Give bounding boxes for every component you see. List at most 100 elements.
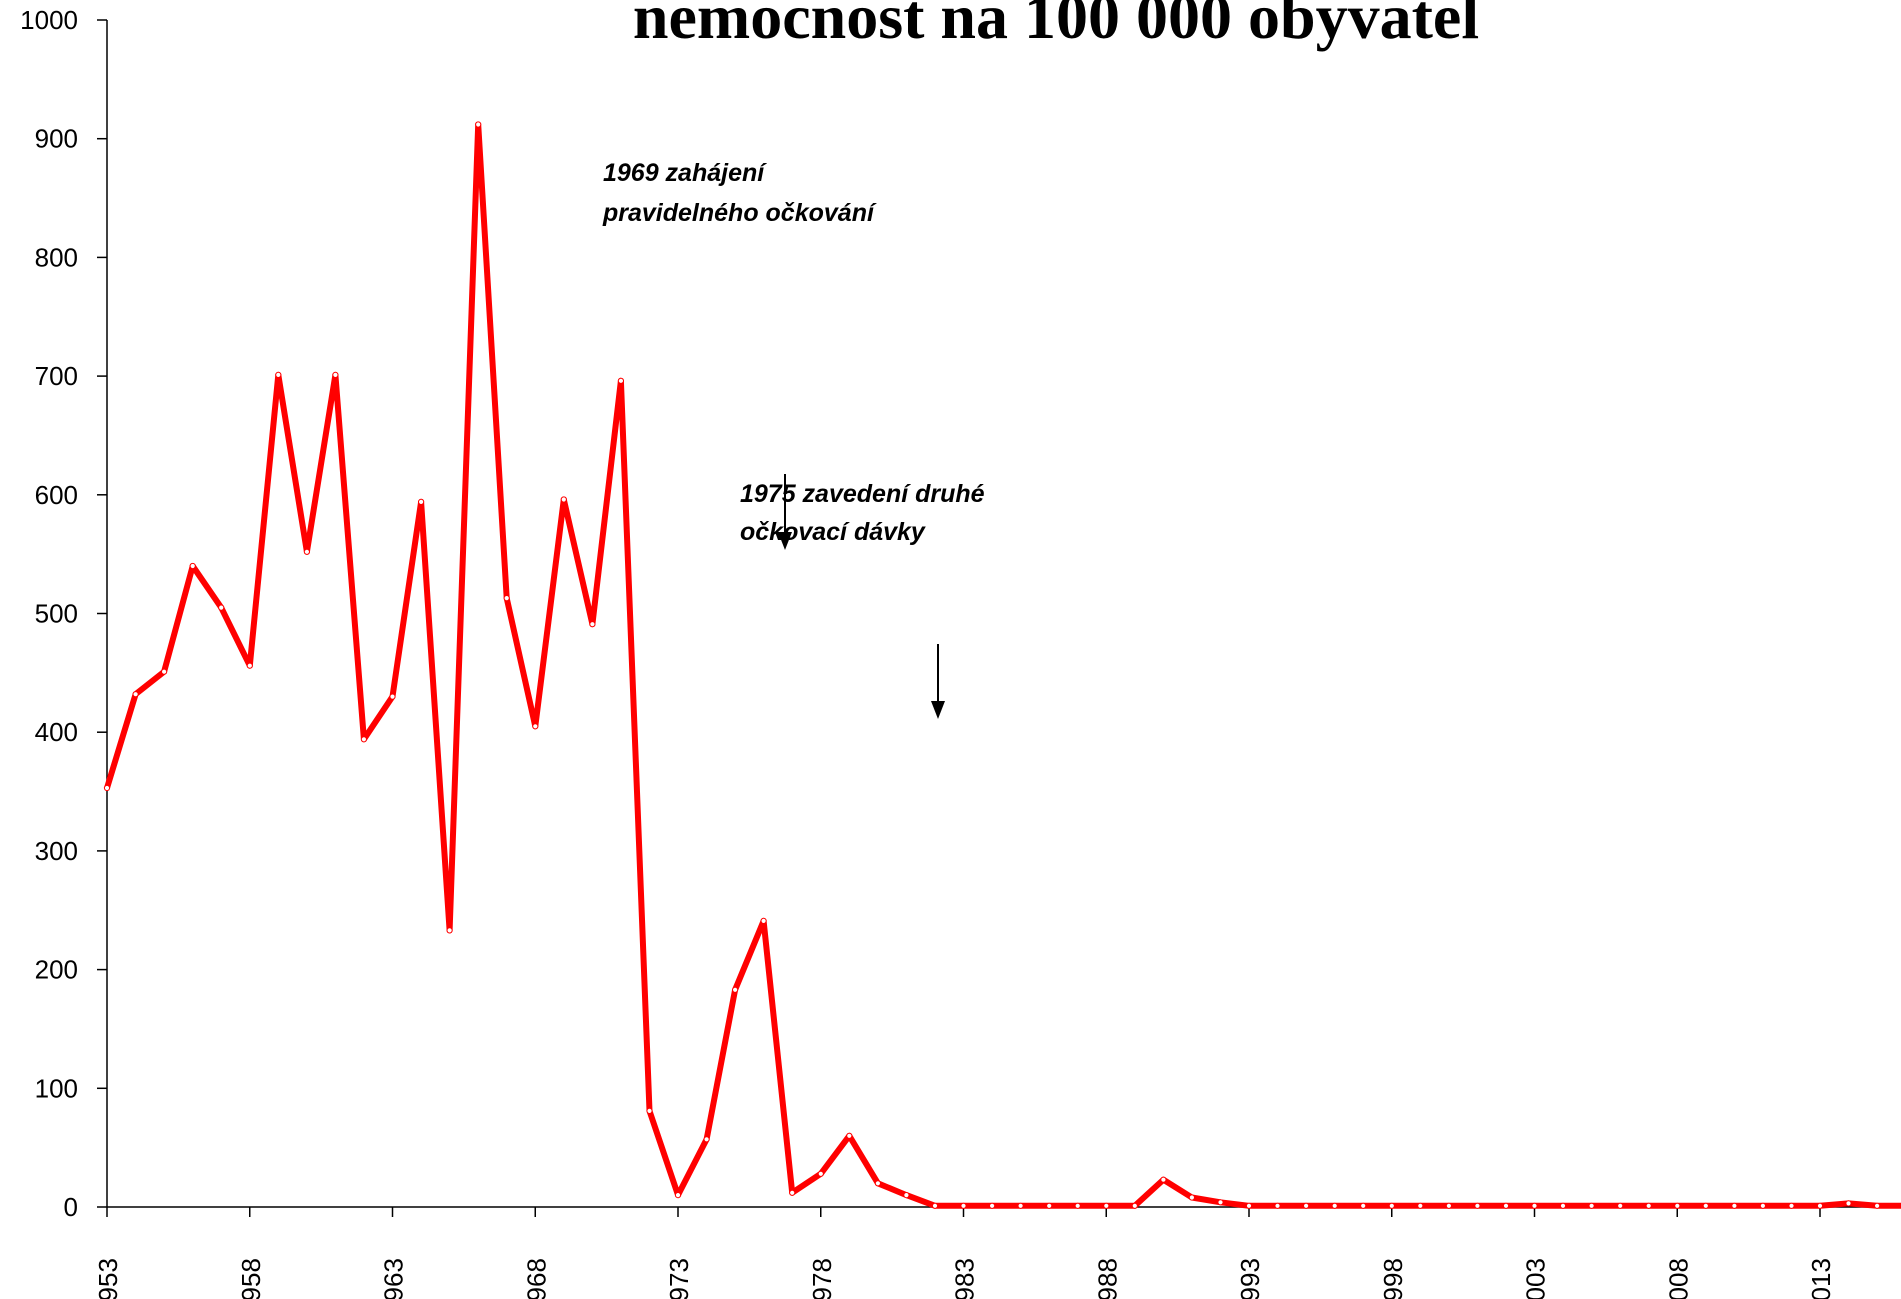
- data-point: [1474, 1202, 1481, 1209]
- data-point: [1531, 1202, 1538, 1209]
- data-point: [1874, 1202, 1881, 1209]
- data-point: [360, 736, 367, 743]
- data-point: [674, 1192, 682, 1199]
- data-point: [1674, 1202, 1681, 1209]
- data-point: [303, 548, 310, 555]
- data-point: [103, 784, 111, 792]
- data-point: [189, 562, 196, 570]
- y-tick-label: 0: [64, 1192, 78, 1222]
- data-point: [1360, 1202, 1367, 1209]
- data-point: [1417, 1202, 1424, 1209]
- data-point: [1816, 1202, 1824, 1209]
- y-tick-label: 500: [35, 599, 78, 629]
- x-tick-label: 1968: [521, 1258, 551, 1299]
- data-point: [1445, 1202, 1453, 1209]
- data-point: [1588, 1202, 1595, 1209]
- data-point: [646, 1107, 653, 1115]
- x-tick-label: 2013: [1806, 1258, 1836, 1299]
- data-point: [418, 498, 425, 505]
- annotation-1975-line2: očkovací dávky: [740, 518, 926, 546]
- arrow-1975: [931, 644, 945, 719]
- y-axis: 0 100 200 300 400 500 600 700 800 900 1000: [20, 5, 108, 1222]
- data-point: [1645, 1202, 1652, 1209]
- annotation-second-dose-1975: 1975 zavedení druhé očkovací dávky: [740, 480, 985, 546]
- y-tick-label: 900: [35, 124, 78, 154]
- x-tick-label: 1978: [807, 1258, 837, 1299]
- data-point: [1131, 1202, 1138, 1209]
- annotation-vaccination-1969: 1969 zahájení pravidelného očkování: [602, 159, 877, 227]
- data-point: [161, 668, 168, 675]
- data-point: [1160, 1176, 1167, 1183]
- data-point: [960, 1202, 967, 1209]
- data-point: [789, 1189, 796, 1196]
- data-point: [1788, 1202, 1795, 1209]
- data-point: [989, 1202, 996, 1209]
- x-tick-label: 2003: [1521, 1258, 1551, 1299]
- data-point: [1331, 1202, 1338, 1209]
- data-point: [1845, 1200, 1852, 1207]
- x-tick-label: 1958: [236, 1258, 266, 1299]
- data-point: [1759, 1202, 1767, 1209]
- data-point: [1559, 1202, 1567, 1209]
- data-point: [1388, 1202, 1395, 1209]
- x-tick-label: 1983: [950, 1258, 980, 1299]
- data-point: [218, 604, 225, 611]
- y-tick-label: 400: [35, 717, 78, 747]
- series-line: [104, 121, 1901, 1209]
- data-point: [1188, 1194, 1196, 1201]
- y-tick-label: 300: [35, 836, 78, 866]
- data-point: [874, 1180, 882, 1187]
- data-point: [1103, 1202, 1110, 1209]
- y-tick-label: 1000: [20, 5, 78, 35]
- y-tick-label: 800: [35, 242, 78, 272]
- data-point: [560, 496, 567, 503]
- data-point: [1046, 1202, 1053, 1209]
- data-point: [132, 691, 139, 698]
- data-point: [275, 371, 282, 378]
- data-point: [475, 121, 482, 128]
- x-tick-label: 1953: [93, 1258, 123, 1299]
- data-point: [1217, 1199, 1224, 1206]
- data-point: [703, 1136, 710, 1143]
- annotation-1975-line1: 1975 zavedení druhé: [740, 480, 985, 508]
- y-tick-label: 100: [35, 1073, 78, 1103]
- data-point: [1017, 1202, 1024, 1209]
- data-point: [1245, 1202, 1253, 1209]
- data-point: [617, 377, 625, 384]
- annotation-1969-line1: 1969 zahájení: [603, 159, 767, 187]
- data-point: [589, 621, 596, 628]
- data-point: [1502, 1202, 1510, 1209]
- data-point: [732, 986, 739, 993]
- data-point: [760, 917, 767, 925]
- y-tick-label: 200: [35, 955, 78, 985]
- data-point: [446, 927, 453, 934]
- data-point: [846, 1132, 853, 1139]
- x-tick-label: 1963: [379, 1258, 409, 1299]
- data-point: [1702, 1202, 1709, 1209]
- data-point: [1074, 1202, 1081, 1209]
- data-point: [332, 371, 339, 378]
- y-tick-label: 600: [35, 480, 78, 510]
- arrow-1969: [778, 474, 792, 550]
- data-point: [903, 1192, 910, 1199]
- data-point: [931, 1202, 939, 1209]
- x-tick-label: 2008: [1663, 1258, 1693, 1299]
- data-point: [503, 595, 510, 602]
- data-point: [1731, 1202, 1738, 1209]
- data-point: [1617, 1202, 1624, 1209]
- series-layer: [103, 121, 1901, 1209]
- x-tick-label: 1973: [664, 1258, 694, 1299]
- x-axis: 1953 1958 1963 1968 1973 1978 1983 1988 1993 1998…: [93, 1206, 1901, 1299]
- data-point: [246, 662, 253, 669]
- data-point: [389, 693, 396, 700]
- data-point: [1274, 1202, 1281, 1209]
- chart-title: nemocnost na 100 000 obyvatel: [633, 0, 1479, 52]
- annotation-1969-line2: pravidelného očkování: [602, 199, 877, 227]
- data-point: [817, 1170, 824, 1177]
- data-point: [532, 723, 539, 730]
- x-tick-label: 1988: [1092, 1258, 1122, 1299]
- y-tick-label: 700: [35, 361, 78, 391]
- data-point: [1303, 1202, 1310, 1209]
- x-tick-label: 1993: [1235, 1258, 1265, 1299]
